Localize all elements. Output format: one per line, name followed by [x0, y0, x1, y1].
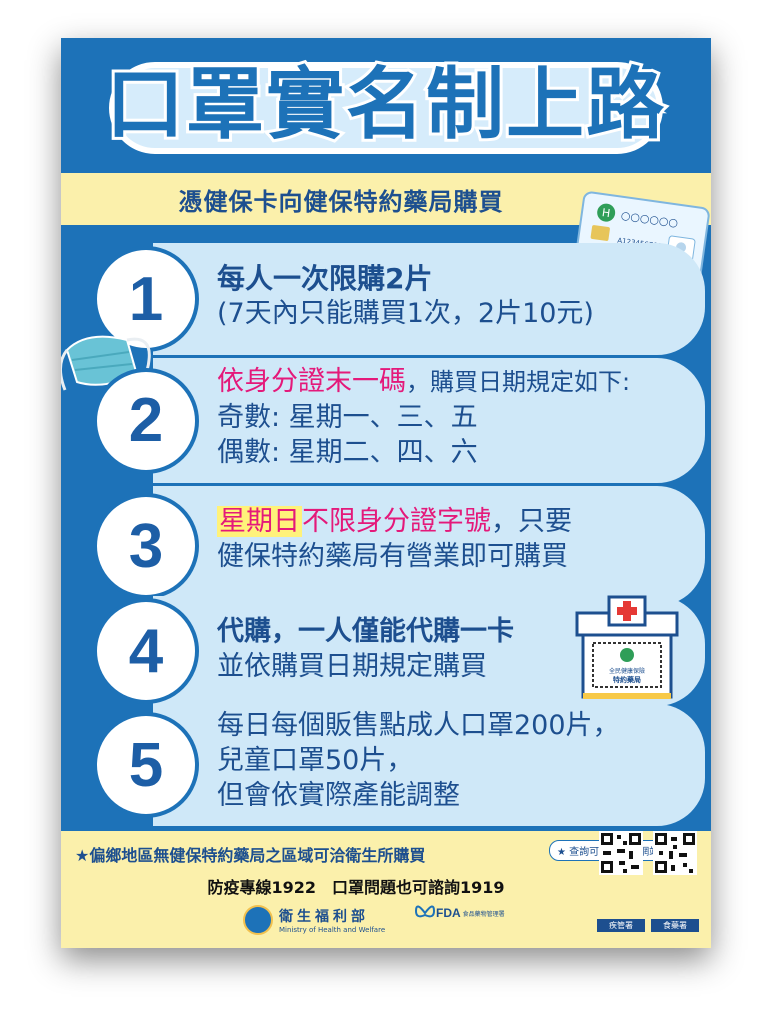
fda-name: 食品藥物管理署 — [462, 910, 505, 918]
mohw-emblem-icon — [243, 905, 273, 935]
mohw-name: 衛生福利部 — [279, 909, 369, 925]
rule-2-line-1: 依身分證末一碼，購買日期規定如下: — [217, 364, 675, 400]
fda-butterfly-icon — [414, 905, 436, 918]
rule-1: 1 每人一次限購2片 (7天內只能購買1次，2片10元) — [93, 243, 705, 355]
rule-number: 1 — [93, 246, 199, 352]
footer-band: ★偏鄉地區無健保特約藥局之區域可洽衛生所購買 ★ 查詢可上食藥署網站查詢 防疫專… — [61, 831, 711, 948]
hotline-text: 防疫專線1922 口罩問題也可諮詢1919 — [207, 878, 505, 897]
rule-2-line-1-rest: ，購買日期規定如下: — [406, 368, 631, 396]
qr-label-cdc: 疾管署 — [597, 919, 645, 932]
footer-note: ★偏鄉地區無健保特約藥局之區域可洽衛生所購買 — [75, 846, 426, 865]
poster-subtitle: 憑健保卡向健保特約藥局購買 — [178, 188, 504, 216]
rule-pill — [153, 243, 705, 355]
rule-5-line-2: 兒童口罩50片， — [217, 745, 414, 776]
rule-3: 3 星期日不限身分證字號，只要 健保特約藥局有營業即可購買 — [93, 486, 705, 606]
qr-code-icon — [653, 831, 697, 875]
poster-title: 口罩實名制上路 — [103, 57, 667, 153]
pharmacy-icon: 全民健康保險 特約藥局 — [575, 595, 679, 699]
rule-2: 2 依身分證末一碼，購買日期規定如下: 奇數: 星期一、三、五 偶數: 星期二、… — [93, 358, 705, 483]
rule-1-line-1: 每人一次限購2片 — [217, 262, 433, 295]
rule-3-line-1-rest: ，只要 — [491, 506, 572, 537]
rule-5: 5 每日每個販售點成人口罩200片， 兒童口罩50片， 但會依實際產能調整 — [93, 704, 705, 826]
svg-text:H: H — [601, 206, 611, 220]
rule-4-line-2: 並依購買日期規定購買 — [217, 651, 487, 682]
subtitle-band: 憑健保卡向健保特約藥局購買 — [61, 173, 711, 225]
rule-text: 每人一次限購2片 (7天內只能購買1次，2片10元) — [217, 261, 675, 331]
face-mask-icon — [61, 335, 151, 391]
rule-text: 星期日不限身分證字號，只要 健保特約藥局有營業即可購買 — [217, 504, 675, 574]
poster: 口罩實名制上路 憑健保卡向健保特約藥局購買 H ○○○○○○ A12345678… — [61, 38, 711, 948]
rule-text: 每日每個販售點成人口罩200片， 兒童口罩50片， 但會依實際產能調整 — [217, 708, 675, 813]
title-plate — [109, 62, 663, 154]
rule-3-sunday: 星期日 — [217, 506, 302, 537]
qr-code-icon — [599, 831, 643, 875]
mohw-logo: 衛生福利部 Ministry of Health and Welfare — [243, 905, 385, 935]
rule-number: 5 — [93, 712, 199, 818]
rule-2-line-3: 偶數: 星期二、四、六 — [217, 437, 478, 468]
rule-3-line-1: 星期日不限身分證字號，只要 — [217, 504, 675, 539]
rule-3-line-2: 健保特約藥局有營業即可購買 — [217, 541, 568, 572]
rule-number: 2 — [93, 367, 199, 474]
rule-1-line-2: (7天內只能購買1次，2片10元) — [217, 298, 594, 329]
rule-text: 代購，一人僅能代購一卡 並依購買日期規定購買 — [217, 614, 675, 684]
rule-5-line-1: 每日每個販售點成人口罩200片， — [217, 710, 620, 741]
fda-logo: FDA 食品藥物管理署 — [414, 901, 505, 925]
rule-pill — [153, 358, 705, 483]
mohw-name-en: Ministry of Health and Welfare — [279, 926, 386, 934]
rule-2-line-2: 奇數: 星期一、三、五 — [217, 402, 478, 433]
pharmacy-sign-line-2: 特約藥局 — [613, 675, 641, 684]
rule-text: 依身分證末一碼，購買日期規定如下: 奇數: 星期一、三、五 偶數: 星期二、四、… — [217, 364, 675, 470]
title-area: 口罩實名制上路 — [61, 38, 711, 168]
rule-5-line-3: 但會依實際產能調整 — [217, 780, 460, 811]
rule-number: 3 — [93, 493, 199, 599]
rule-number: 4 — [93, 598, 199, 704]
rule-pill — [153, 704, 705, 826]
rule-4-line-1: 代購，一人僅能代購一卡 — [217, 616, 514, 647]
pharmacy-sign-line-1: 全民健康保險 — [609, 667, 645, 675]
fda-mark: FDA — [436, 906, 461, 920]
qr-label-fda: 食藥署 — [651, 919, 699, 932]
rule-3-highlight: 不限身分證字號 — [302, 506, 491, 537]
rule-2-highlight: 依身分證末一碼 — [217, 366, 406, 397]
